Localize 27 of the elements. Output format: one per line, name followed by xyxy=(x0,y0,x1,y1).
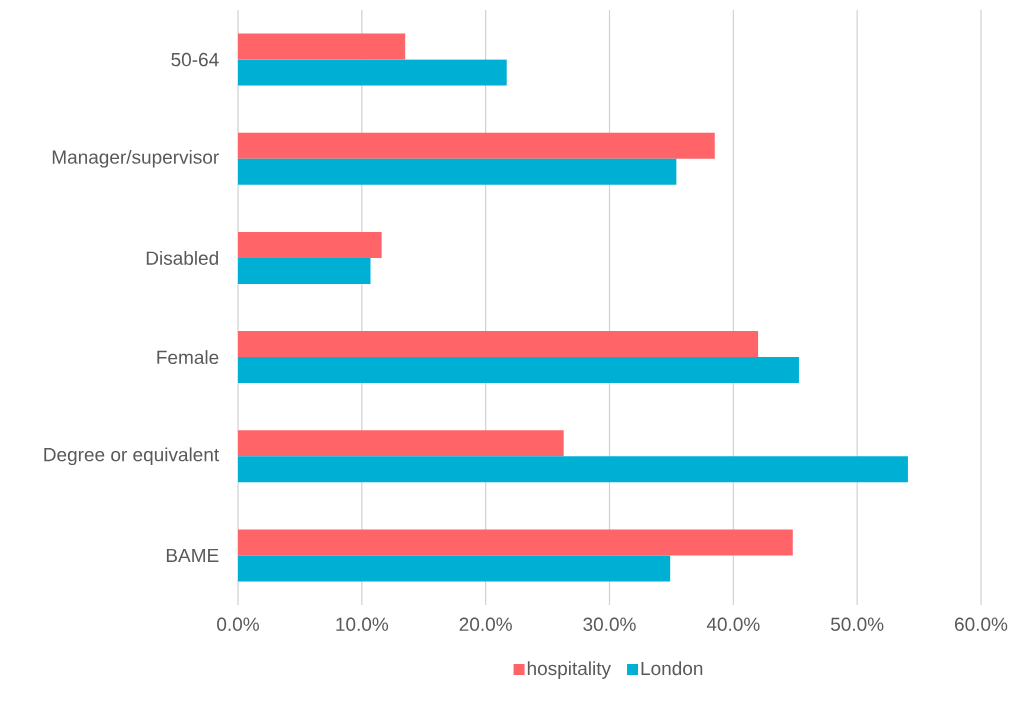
x-tick-label: 60.0% xyxy=(955,617,1008,631)
bar xyxy=(238,430,564,457)
bar xyxy=(238,357,799,384)
bar xyxy=(238,456,908,483)
bar xyxy=(238,132,715,159)
bar xyxy=(238,231,382,258)
x-tick-label: 10.0% xyxy=(336,617,389,631)
bar xyxy=(238,555,671,582)
bar xyxy=(238,331,759,358)
y-tick-label: BAME xyxy=(166,548,219,562)
legend-label: London xyxy=(641,661,703,676)
x-tick-label: 0.0% xyxy=(217,617,259,631)
y-tick-label: Degree or equivalent xyxy=(44,447,220,466)
y-tick-label: Female xyxy=(157,350,219,365)
bar xyxy=(238,257,371,284)
x-tick-label: 50.0% xyxy=(830,617,884,631)
y-tick-label: Disabled xyxy=(146,250,218,265)
y-tick-label: 50-64 xyxy=(171,52,219,67)
y-tick-label: Manager/supervisor xyxy=(52,149,219,168)
bar xyxy=(238,33,406,60)
x-tick-label: 40.0% xyxy=(706,617,760,631)
x-tick-label: 20.0% xyxy=(459,617,512,631)
bar xyxy=(238,529,793,556)
bar xyxy=(238,59,507,86)
x-tick-label: 30.0% xyxy=(583,617,636,631)
legend-label: hospitality xyxy=(527,661,611,679)
bar xyxy=(238,158,677,185)
